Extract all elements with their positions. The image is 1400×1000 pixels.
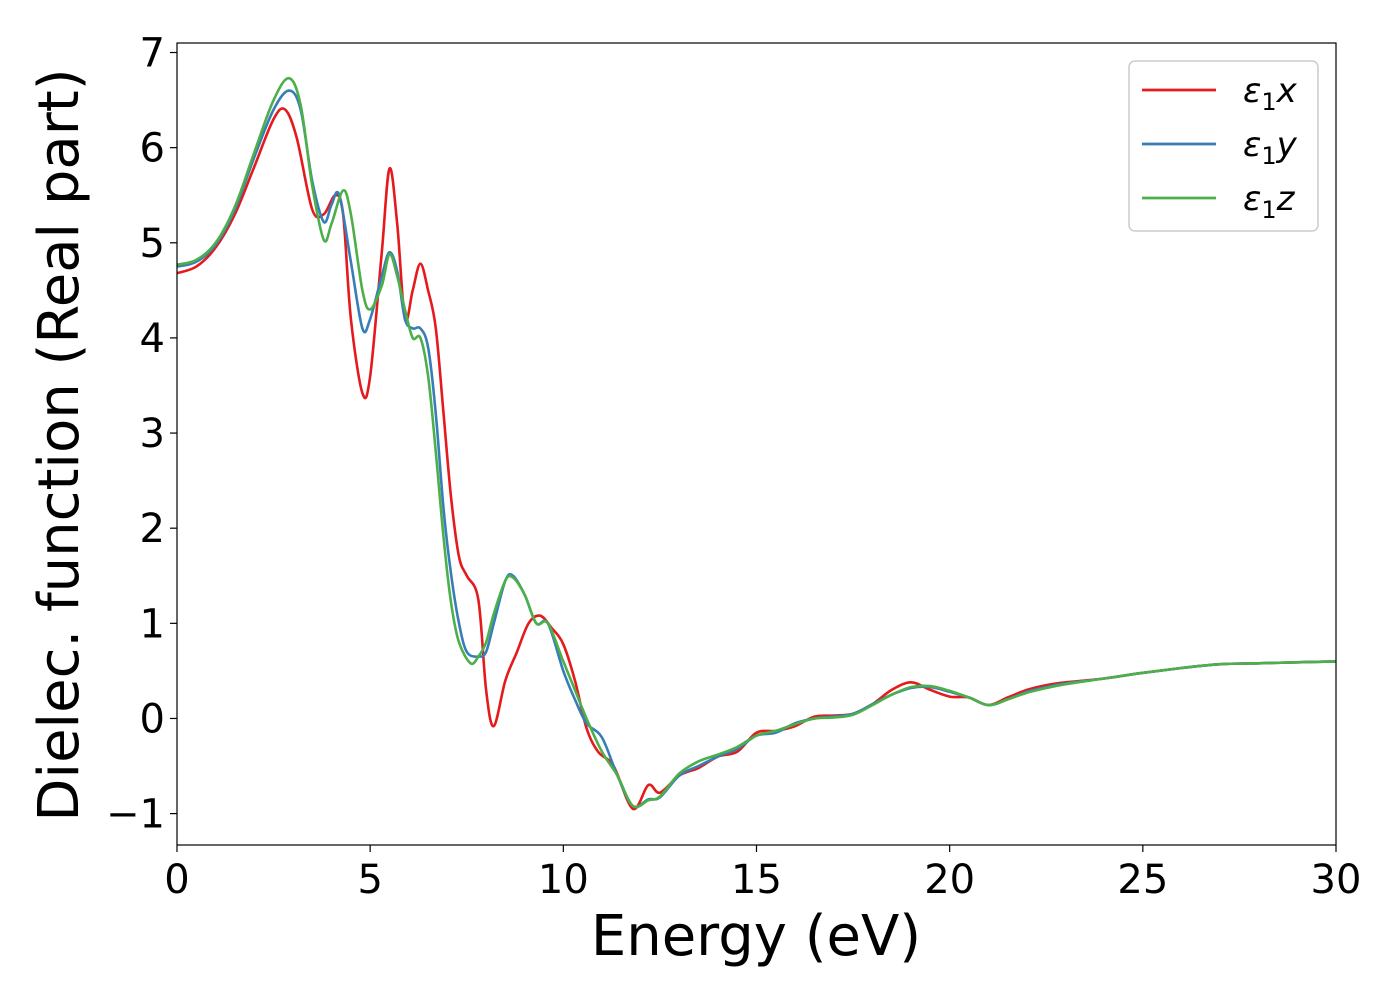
legend-label-y: ε1y: [1243, 125, 1298, 170]
legend-box: [1128, 60, 1319, 232]
y-tick-label: 7: [140, 31, 165, 77]
y-tick-label: 0: [140, 696, 165, 742]
series-layer: [176, 76, 1337, 811]
x-tick-label: 0: [164, 857, 189, 903]
x-axis-title: Energy (eV): [591, 904, 921, 969]
x-tick-label: 30: [1311, 857, 1362, 903]
y-tick-label: 4: [140, 316, 165, 362]
y-tick-label: 1: [140, 601, 165, 647]
y-tick-label: 5: [140, 221, 165, 267]
y-tick-label: 2: [140, 506, 165, 552]
legend-label-x: ε1x: [1243, 71, 1298, 116]
x-tick-label: 5: [357, 857, 382, 903]
legend-label-z: ε1z: [1243, 179, 1296, 224]
series-line-z: [176, 76, 1337, 809]
x-tick-label: 15: [731, 857, 782, 903]
x-tick-label: 10: [538, 857, 589, 903]
y-tick-label: 3: [140, 411, 165, 457]
legend: ε1x ε1y ε1z: [1128, 60, 1319, 232]
x-tick-label: 20: [924, 857, 975, 903]
y-tick-label: −1: [106, 792, 165, 838]
y-axis-ticks: −1 0 1 2 3 4 5 6 7: [106, 31, 177, 838]
y-axis-title: Dielec. function (Real part): [27, 68, 92, 821]
y-tick-label: 6: [140, 126, 165, 172]
x-tick-label: 25: [1117, 857, 1168, 903]
x-axis-ticks: 0 5 10 15 20 25 30: [164, 845, 1361, 903]
